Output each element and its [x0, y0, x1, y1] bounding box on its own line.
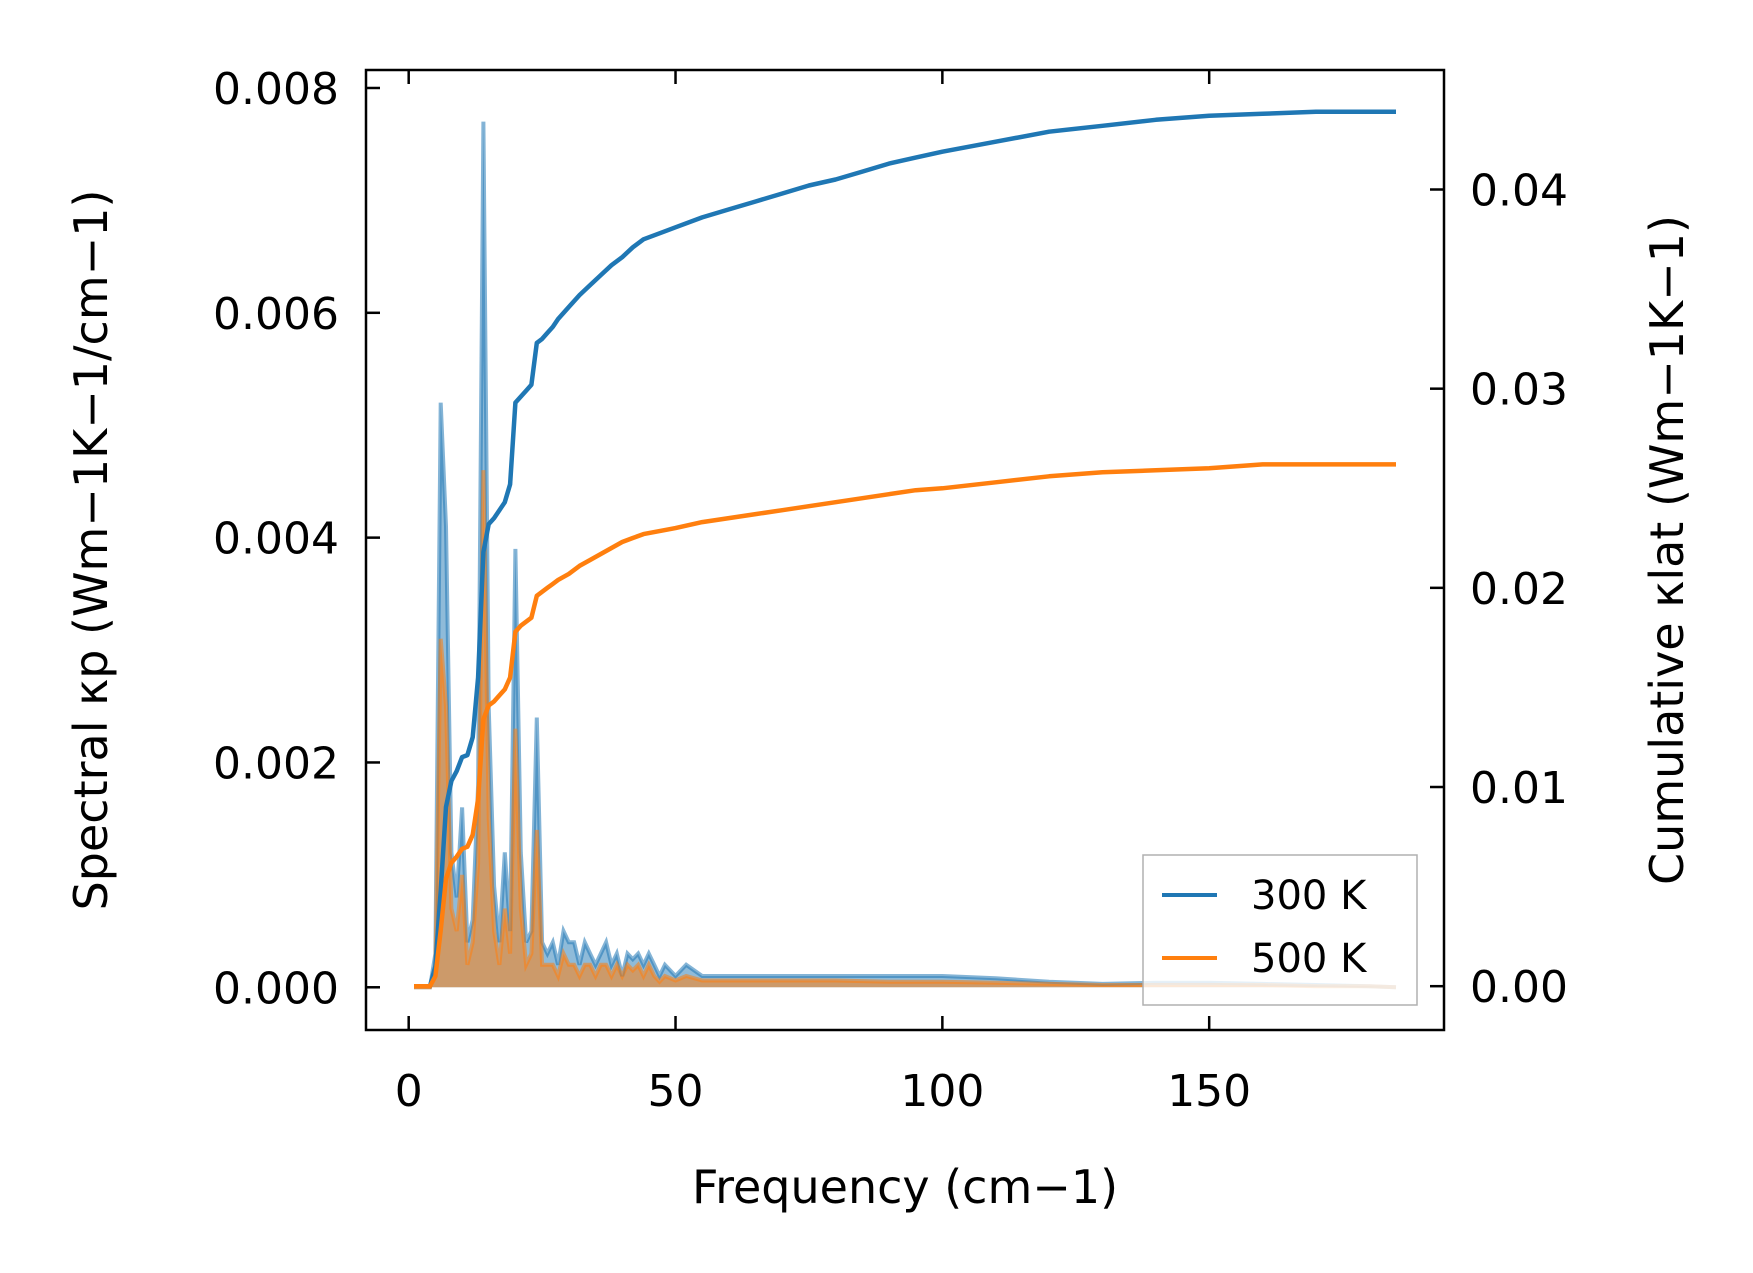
legend-label-500k: 500 K [1251, 936, 1368, 982]
y-right-tick-label: 0.04 [1470, 166, 1568, 217]
y-left-axis-ticks: 0.000 0.002 0.004 0.006 0.008 [213, 64, 380, 1014]
legend: 300 K 500 K [1142, 854, 1418, 1006]
legend-box [1142, 854, 1418, 1006]
legend-label-300k: 300 K [1251, 873, 1368, 919]
x-tick-label: 150 [1167, 1066, 1251, 1117]
x-tick-label: 0 [395, 1066, 423, 1117]
x-tick-label: 100 [900, 1066, 984, 1117]
y-right-axis-title: Cumulative κlat (Wm−1K−1) [1640, 215, 1694, 885]
spectral-line-300k [414, 121, 1397, 990]
y-right-tick-label: 0.01 [1470, 763, 1568, 814]
cumulative-line-300k [414, 109, 1396, 989]
x-axis-title: Frequency (cm−1) [692, 1160, 1118, 1214]
y-left-tick-label: 0.004 [213, 514, 339, 565]
y-left-tick-label: 0.006 [213, 289, 339, 340]
y-left-tick-label: 0.008 [213, 64, 339, 115]
y-right-tick-label: 0.03 [1470, 365, 1568, 416]
cumulative-line-500k [414, 462, 1396, 989]
y-left-tick-label: 0.000 [213, 963, 339, 1014]
x-tick-label: 50 [648, 1066, 704, 1117]
y-right-tick-label: 0.02 [1470, 564, 1568, 615]
y-left-axis-title: Spectral κp (Wm−1K−1/cm−1) [64, 190, 118, 911]
y-right-tick-label: 0.00 [1470, 962, 1568, 1013]
y-right-axis-ticks: 0.00 0.01 0.02 0.03 0.04 [1430, 166, 1568, 1013]
plot-area-frame [364, 68, 1446, 1032]
x-axis-ticks: 0 50 100 150 [395, 70, 1251, 1117]
y-left-tick-label: 0.002 [213, 738, 339, 789]
cumulative-line-layer [414, 109, 1396, 989]
